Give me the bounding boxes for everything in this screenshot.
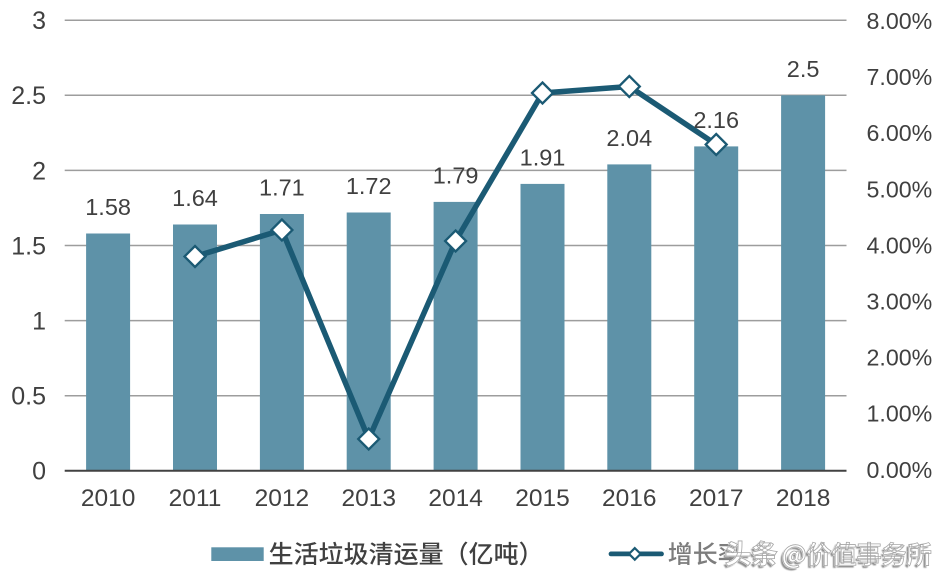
svg-text:2010: 2010 (81, 485, 136, 512)
svg-text:2013: 2013 (341, 485, 396, 512)
svg-text:0.00%: 0.00% (867, 457, 933, 483)
svg-text:1.71: 1.71 (259, 175, 305, 201)
svg-text:2.5: 2.5 (787, 56, 820, 82)
svg-text:2016: 2016 (602, 485, 657, 512)
svg-text:2.00%: 2.00% (867, 345, 933, 371)
svg-text:4.00%: 4.00% (867, 232, 933, 258)
svg-text:1.5: 1.5 (11, 232, 46, 260)
svg-text:1.79: 1.79 (433, 162, 479, 188)
svg-text:1.64: 1.64 (172, 185, 218, 211)
svg-text:6.00%: 6.00% (867, 120, 933, 146)
svg-text:1.58: 1.58 (85, 194, 131, 220)
svg-text:5.00%: 5.00% (867, 176, 933, 202)
svg-text:2.5: 2.5 (11, 82, 46, 110)
svg-text:0: 0 (32, 458, 46, 486)
svg-text:2.04: 2.04 (606, 125, 652, 151)
svg-text:2018: 2018 (776, 485, 831, 512)
svg-text:2011: 2011 (169, 485, 222, 512)
svg-text:7.00%: 7.00% (867, 64, 933, 90)
svg-text:1.00%: 1.00% (867, 401, 933, 427)
svg-text:0.5: 0.5 (11, 383, 46, 411)
svg-text:8.00%: 8.00% (867, 8, 933, 34)
svg-text:2: 2 (32, 157, 46, 185)
svg-text:1.72: 1.72 (346, 173, 392, 199)
svg-text:3.00%: 3.00% (867, 289, 933, 315)
svg-text:2012: 2012 (255, 485, 310, 512)
svg-text:1: 1 (32, 308, 46, 336)
svg-text:2017: 2017 (689, 485, 744, 512)
svg-text:1.91: 1.91 (520, 144, 566, 170)
svg-text:2.16: 2.16 (693, 107, 739, 133)
svg-text:2014: 2014 (428, 485, 483, 512)
svg-text:3: 3 (32, 7, 46, 35)
svg-text:2015: 2015 (515, 485, 570, 512)
